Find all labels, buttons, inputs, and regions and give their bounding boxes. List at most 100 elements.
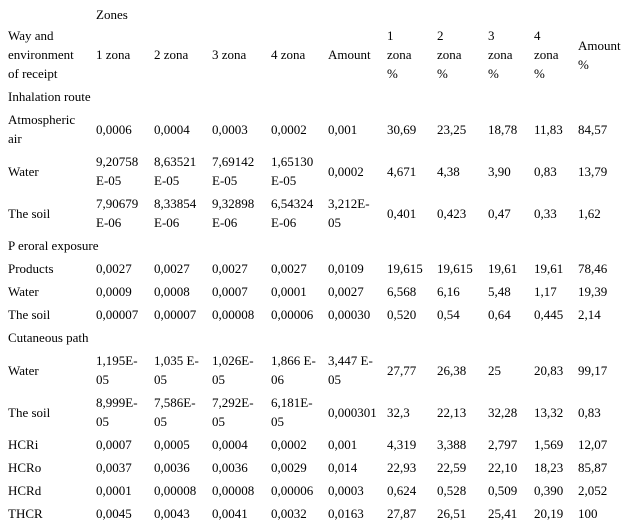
table-row: Products 0,0027 0,0027 0,0027 0,0027 0,0109 19… — [8, 257, 636, 280]
row-label: Water — [8, 163, 39, 179]
table-cell: 1,035 E-05 — [154, 353, 199, 387]
table-cell: 3,90 — [488, 163, 511, 179]
table-row: THCR 0,0045 0,0043 0,0041 0,0032 0,0163 27,87 2… — [8, 502, 636, 525]
column-header: 4 zona % — [534, 28, 559, 81]
table-cell: 0,0004 — [212, 437, 248, 452]
section-row: Inhalation route — [8, 85, 636, 108]
table-cell: 0,509 — [488, 483, 518, 498]
table-row: HCRi 0,0007 0,0005 0,0004 0,0002 0,001 4,319 3,… — [8, 433, 636, 456]
table-cell: 0,0045 — [96, 506, 132, 521]
table-cell: 0,0009 — [96, 284, 132, 299]
table-cell: 0,83 — [578, 404, 601, 420]
table-row: Water 9,20758 E-05 8,63521 E-05 7,69142 E-0… — [8, 150, 636, 192]
table-cell: 0,0027 — [96, 261, 132, 276]
table-cell: 4,319 — [387, 437, 417, 452]
table-cell: 0,0004 — [154, 121, 190, 137]
table-cell: 1,17 — [534, 284, 557, 299]
section-row: P eroral exposure — [8, 234, 636, 257]
table-row: HCRd 0,0001 0,00008 0,00008 0,00006 0,0003 0,6… — [8, 479, 636, 502]
table-cell: 7,90679 E-06 — [96, 196, 139, 230]
table-cell: 0,54 — [437, 307, 460, 322]
table-cell: 2,797 — [488, 437, 518, 452]
table-cell: 0,0109 — [328, 261, 364, 276]
table-cell: 7,586E-05 — [154, 395, 196, 429]
table-cell: 0,014 — [328, 460, 358, 475]
table-cell: 0,528 — [437, 483, 467, 498]
table-cell: 0,401 — [387, 205, 417, 221]
table-cell: 0,0041 — [212, 506, 248, 521]
table-row: The soil 0,00007 0,00007 0,00008 0,00006 0,00… — [8, 303, 636, 326]
table-cell: 6,181E-05 — [271, 395, 313, 429]
table-cell: 0,0003 — [212, 121, 248, 137]
table-cell: 0,445 — [534, 307, 564, 322]
table-cell: 3,447 E-05 — [328, 353, 373, 387]
table-cell: 26,38 — [437, 362, 467, 378]
table-cell: 1,026E-05 — [212, 353, 254, 387]
table-cell: 19,39 — [578, 284, 608, 299]
table-cell: 25,41 — [488, 506, 518, 521]
table-cell: 8,33854 E-06 — [154, 196, 197, 230]
table-cell: 4,38 — [437, 163, 460, 179]
section-row: Cutaneous path — [8, 326, 636, 349]
table-cell: 0,0007 — [212, 284, 248, 299]
table-cell: 0,47 — [488, 205, 511, 221]
column-header: 4 zona — [271, 47, 306, 62]
table-cell: 78,46 — [578, 261, 608, 276]
table-cell: 0,0002 — [271, 437, 307, 452]
table-cell: 0,00006 — [271, 307, 314, 322]
row-label: The soil — [8, 404, 51, 420]
table-cell: 18,23 — [534, 460, 564, 475]
table-cell: 27,77 — [387, 362, 417, 378]
column-header: 2 zona % — [437, 28, 462, 81]
column-header: 1 zona — [96, 47, 131, 62]
section-label: P eroral exposure — [8, 238, 99, 253]
table-cell: 26,51 — [437, 506, 467, 521]
row-label: The soil — [8, 307, 51, 322]
table-cell: 0,520 — [387, 307, 417, 322]
table-row: The soil 7,90679 E-06 8,33854 E-06 9,32898 … — [8, 192, 636, 234]
table-cell: 3,388 — [437, 437, 467, 452]
table-cell: 4,671 — [387, 163, 417, 179]
table-cell: 3,212E-05 — [328, 196, 370, 230]
zones-label: Zones — [96, 7, 128, 22]
table-cell: 19,615 — [437, 261, 473, 276]
table-cell: 30,69 — [387, 121, 417, 137]
table-cell: 22,10 — [488, 460, 518, 475]
table-cell: 5,48 — [488, 284, 511, 299]
row-label: THCR — [8, 506, 43, 521]
table-cell: 0,0043 — [154, 506, 190, 521]
table-cell: 0,0001 — [271, 284, 307, 299]
table-cell: 0,0005 — [154, 437, 190, 452]
table-cell: 22,93 — [387, 460, 417, 475]
section-label: Inhalation route — [8, 89, 91, 104]
table-cell: 0,33 — [534, 205, 557, 221]
table-cell: 32,3 — [387, 404, 410, 420]
table-cell: 0,0002 — [328, 163, 364, 179]
table-cell: 0,0027 — [212, 261, 248, 276]
table-cell: 0,0002 — [271, 121, 307, 137]
table-cell: 27,87 — [387, 506, 417, 521]
corner-header: Way and environment of receipt — [8, 28, 74, 81]
table-cell: 0,0032 — [271, 506, 307, 521]
table-row: The soil 8,999E-05 7,586E-05 7,292E-05 6,181… — [8, 391, 636, 433]
table-cell: 18,78 — [488, 121, 518, 137]
table-cell: 6,54324 E-06 — [271, 196, 314, 230]
table-cell: 0,64 — [488, 307, 511, 322]
table-cell: 0,0001 — [96, 483, 132, 498]
table-cell: 0,390 — [534, 483, 564, 498]
table-cell: 2,14 — [578, 307, 601, 322]
table-cell: 0,000301 — [328, 404, 377, 420]
table-cell: 19,615 — [387, 261, 423, 276]
table-cell: 0,83 — [534, 163, 557, 179]
table-cell: 0,0008 — [154, 284, 190, 299]
table-cell: 0,423 — [437, 205, 467, 221]
table-cell: 1,866 E-06 — [271, 353, 316, 387]
table-cell: 19,61 — [488, 261, 518, 276]
table-cell: 9,32898 E-06 — [212, 196, 255, 230]
table-cell: 0,0003 — [328, 483, 364, 498]
table-cell: 6,568 — [387, 284, 417, 299]
table-row: Atmospheric air 0,0006 0,0004 0,0003 0,0002 0… — [8, 108, 636, 150]
table-cell: 0,00007 — [154, 307, 197, 322]
table-cell: 11,83 — [534, 121, 563, 137]
